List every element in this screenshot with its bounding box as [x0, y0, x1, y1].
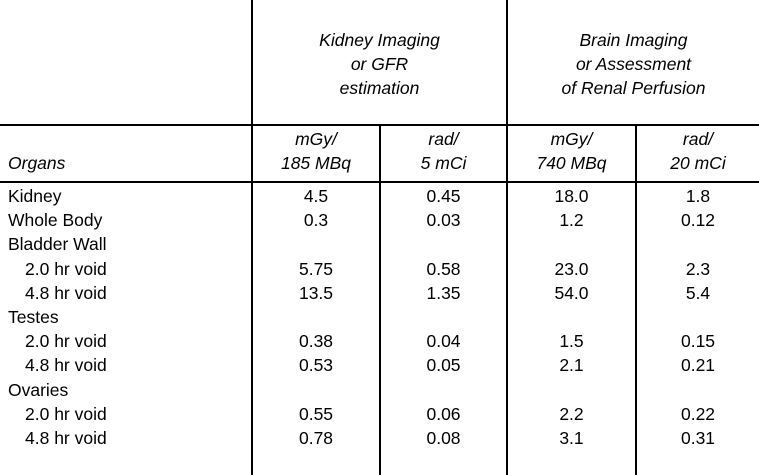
- dose-value-cell: 0.22: [680, 403, 716, 424]
- dose-value-cell: 0.15: [680, 331, 716, 352]
- organ-label: 4.8 hr void: [25, 428, 107, 448]
- dose-value-cell: 54.0: [554, 282, 589, 303]
- dose-value-cell: 0.08: [426, 428, 461, 448]
- organ-label: Testes: [8, 307, 59, 327]
- dose-value-cell: 0.06: [426, 403, 461, 424]
- group-header-line: of Renal Perfusion: [561, 78, 706, 98]
- divider-brain-units: [635, 125, 637, 475]
- dose-value-cell: 4.5: [303, 186, 329, 206]
- group-header-line: Brain Imaging: [579, 30, 688, 50]
- dose-value-cell: 3.1: [559, 428, 584, 448]
- organ-label: 4.8 hr void: [25, 282, 107, 303]
- unit-header-mgy-740mbq: mGy/ 740 MBq: [508, 127, 635, 175]
- organ-label: 4.8 hr void: [25, 355, 107, 376]
- group-header-kidney-imaging: Kidney Imaging or GFR estimation: [253, 28, 506, 100]
- dose-value-cell: 0.53: [298, 355, 334, 376]
- organ-label: 2.0 hr void: [25, 258, 107, 279]
- unit-header-line: mGy/: [295, 129, 337, 149]
- dose-value-cell: 2.1: [559, 355, 584, 376]
- dose-value-cell: 1.35: [426, 282, 461, 303]
- dose-value-cell: 18.0: [554, 186, 589, 206]
- dose-value-cell: 0.58: [426, 258, 461, 279]
- unit-header-rad-5mci: rad/ 5 mCi: [381, 127, 506, 175]
- dose-value-cell: 23.0: [554, 258, 589, 279]
- divider-group-header: [0, 124, 759, 126]
- dose-value-cell: 0.55: [298, 403, 334, 424]
- dose-value-cell: 0.03: [426, 210, 461, 231]
- dose-value-cell: 2.3: [685, 258, 711, 279]
- divider-unit-header: [0, 181, 759, 183]
- group-header-line: or GFR: [350, 54, 409, 74]
- organs-column-header: Organs: [8, 153, 66, 173]
- group-header-line: Kidney Imaging: [319, 30, 440, 50]
- organ-label: 2.0 hr void: [25, 403, 107, 424]
- unit-header-line: 185 MBq: [280, 153, 352, 173]
- dose-value-cell: 1.5: [559, 331, 584, 352]
- organ-label: Whole Body: [8, 210, 103, 231]
- unit-header-mgy-185mbq: mGy/ 185 MBq: [253, 127, 379, 175]
- dose-value-cell: 0.21: [680, 355, 716, 376]
- group-header-brain-imaging: Brain Imaging or Assessment of Renal Per…: [508, 28, 759, 100]
- dose-value-cell: 5.4: [685, 282, 711, 303]
- organ-label: Kidney: [8, 186, 62, 206]
- dose-value-cell: 0.04: [426, 331, 461, 352]
- unit-header-line: 5 mCi: [420, 153, 467, 173]
- dose-value-cell: 0.3: [303, 210, 329, 231]
- dose-value-cell: 13.5: [298, 282, 334, 303]
- dose-value-cell: 0.38: [298, 331, 334, 352]
- dose-value-cell: 5.75: [298, 258, 334, 279]
- organ-label: Ovaries: [8, 379, 69, 400]
- dose-value-cell: 1.2: [559, 210, 584, 231]
- unit-header-line: 740 MBq: [536, 153, 607, 173]
- dose-value-cell: 0.12: [680, 210, 716, 231]
- divider-between-groups: [506, 0, 508, 475]
- organ-label: 2.0 hr void: [25, 331, 107, 352]
- dose-value-cell: 2.2: [559, 403, 584, 424]
- dose-value-cell: 0.31: [680, 428, 716, 448]
- dose-value-cell: 1.8: [685, 186, 711, 206]
- dose-value-cell: 0.05: [426, 355, 461, 376]
- group-header-line: estimation: [339, 78, 420, 98]
- unit-header-line: mGy/: [550, 129, 593, 149]
- divider-after-organs: [251, 0, 253, 475]
- dose-value-cell: 0.78: [298, 428, 334, 448]
- unit-header-rad-20mci: rad/ 20 mCi: [637, 127, 759, 175]
- group-header-line: or Assessment: [575, 54, 692, 74]
- organ-label: Bladder Wall: [8, 234, 107, 255]
- dose-value-cell: 0.45: [426, 186, 461, 206]
- unit-header-line: 20 mCi: [670, 153, 726, 173]
- unit-header-line: rad/: [682, 129, 714, 149]
- unit-header-line: rad/: [428, 129, 459, 149]
- divider-kidney-units: [379, 125, 381, 475]
